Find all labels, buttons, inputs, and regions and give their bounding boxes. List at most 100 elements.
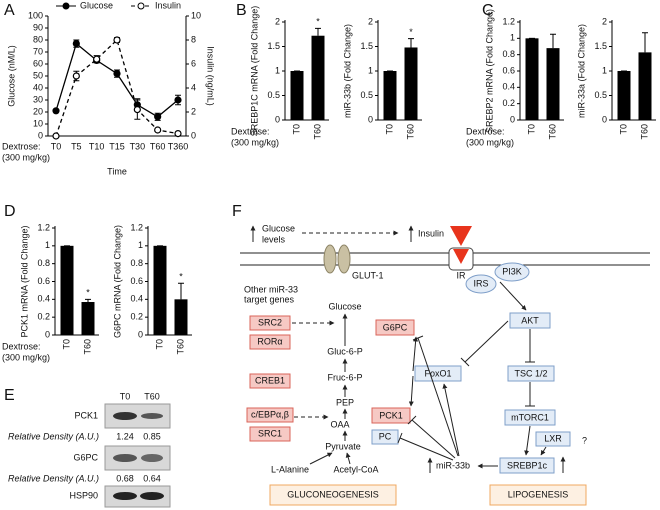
node-label: G6PC [383,322,408,332]
node-label: LXR [544,433,562,443]
y-tick-label: 1 [602,65,607,75]
y-tick-label: 1.5 [267,41,280,51]
dose-label: (300 mg/kg) [2,152,50,162]
y-axis-title: PCK1 mRNA (Fold Change) [19,225,29,337]
insulin-icon [450,226,472,246]
error-bar [550,33,556,49]
node-label: CREB1 [255,375,285,385]
node-label: PCK1 [379,410,403,420]
y2-axis-title: Insulin (ng/mL) [206,46,216,106]
annotation: * [409,27,413,37]
x-tick-label: T60 [175,339,185,355]
node-label: TSC 1/2 [514,368,547,378]
node-label: PC [379,431,392,441]
y-tick-label: 100 [28,10,43,20]
x-tick-label: T60 [639,124,649,140]
dextrose-label: Dextrose: [466,126,505,136]
node-label: PI3K [502,266,522,276]
point [72,39,80,48]
node-label: L-Alanine [271,464,309,474]
y-tick-label: 0.4 [502,82,515,92]
density: 0.85 [143,431,161,441]
y-tick-label: 0.8 [130,258,143,268]
node [507,365,555,382]
x-axis-title: Time [107,166,127,176]
node-label: SRC1 [258,428,282,438]
arrow [309,452,333,465]
bar [60,245,74,335]
node [375,319,415,336]
bar [290,71,304,120]
y2-tick-label: 2 [191,106,196,116]
point [174,96,182,104]
arrow [412,336,419,372]
x-tick-label: T0 [291,124,301,135]
x-tick-label: T360 [168,141,189,151]
y-tick-label: 1.5 [594,41,607,51]
node-label: RORα [257,336,282,346]
bar [404,47,418,121]
y-tick-label: 0.2 [502,98,515,108]
bar [546,48,560,121]
y2-tick-label: 4 [191,82,196,92]
band [141,454,163,462]
panel-label: F [232,203,242,220]
diagram: Glucose levels Insulin GLUT-1 IR IRS PI3… [240,223,650,506]
node [249,315,291,331]
y-tick-label: 0 [138,329,143,339]
y-tick-label: 1 [138,240,143,250]
point [154,126,162,134]
x-tick-label: T15 [109,141,125,151]
y-tick-label: 0 [45,329,50,339]
y-tick-label: 1 [275,65,280,75]
node-label: IRS [473,278,488,288]
point [52,107,60,115]
y2-tick-label: 0 [191,130,196,140]
node-label: Other miR-33 [244,284,298,294]
node-label: mTORC1 [511,412,549,422]
node [249,334,291,350]
x-tick-label: T0 [526,124,536,135]
density: 1.24 [116,431,134,441]
node-label: target genes [244,294,295,304]
y-tick-label: 0.4 [37,294,50,304]
y-tick-label: 70 [33,46,43,56]
node-label: PEP [336,397,354,407]
process-box [489,484,587,506]
node-label: GLUT-1 [352,270,384,280]
node-label: Pyruvate [325,441,361,451]
node-label: SREBP1c [507,460,548,470]
node-label: FoxO1 [424,368,451,378]
x-tick-label: T60 [82,339,92,355]
annotation: * [86,288,90,298]
series-line [55,38,179,137]
band [140,492,164,500]
node [465,274,497,294]
bar [383,71,397,120]
arrow [345,452,351,465]
point [93,55,101,63]
y-tick-label: 0.2 [37,312,50,322]
bar [638,52,652,120]
node [371,407,411,424]
y-tick-label: 1.2 [130,222,143,232]
node-label: AKT [521,315,539,325]
blot-image [104,485,171,508]
panel-label: A [4,2,15,19]
bar [153,245,167,335]
dextrose-label: Dextrose: [231,126,270,136]
node-label: ? [582,435,587,445]
blot-column: T0 [120,391,131,401]
node-label: GLUCONEOGENESIS [287,489,379,499]
y-tick-label: 0.5 [267,90,280,100]
y-tick-label: 10 [33,118,43,128]
node-label: miR-33b [436,460,470,470]
y-tick-label: 1 [368,65,373,75]
node [494,262,530,282]
inhibition [460,320,509,367]
y-tick-label: 0.5 [594,90,607,100]
node [535,431,571,447]
x-tick-label: T0 [384,124,394,135]
node [246,407,294,423]
dextrose-label: Dextrose: [2,341,41,351]
